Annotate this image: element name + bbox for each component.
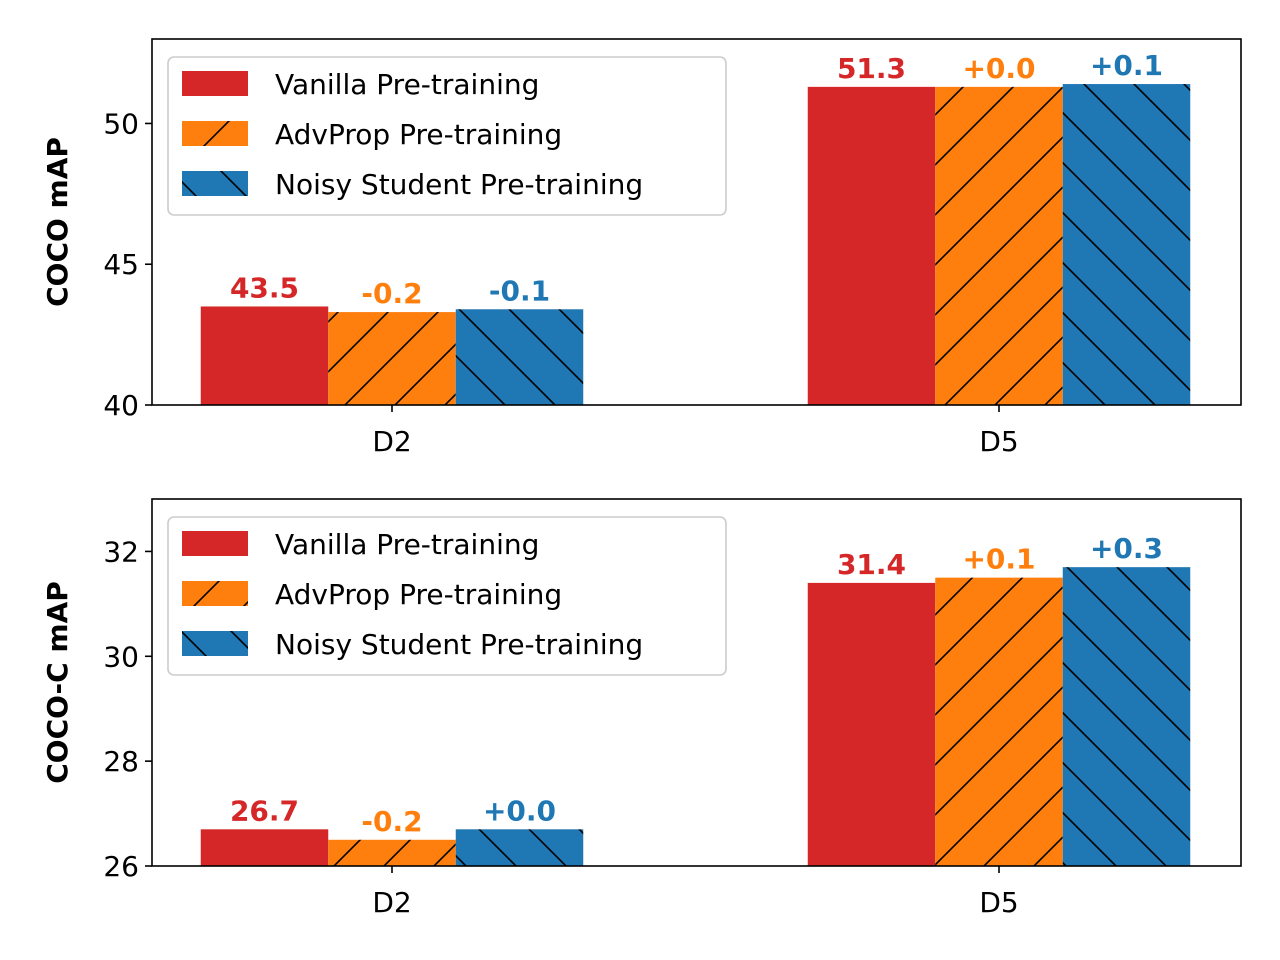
- legend-swatch: [182, 631, 248, 656]
- x-tick-label: D5: [979, 886, 1018, 919]
- bar-value-label: 31.4: [837, 548, 906, 581]
- bar-value-label: -0.2: [361, 805, 422, 838]
- bar-value-label: +0.1: [962, 543, 1035, 576]
- coco-c-map-chart: 26.7 31.4 -0.2 +0.1 +0.0 +0.3 26 28 30 32 D2 D5 COCO…: [41, 498, 1242, 919]
- bar-value-label: 51.3: [837, 52, 906, 85]
- bar-value-label: +0.3: [1090, 532, 1163, 565]
- bar-value-label: 43.5: [230, 271, 299, 304]
- x-tick-label: D2: [372, 425, 411, 458]
- legend-entry-label: Noisy Student Pre-training: [275, 628, 643, 661]
- y-tick-label: 26: [103, 850, 139, 883]
- bar-d2-series-1: [328, 839, 456, 866]
- y-axis-label: COCO mAP: [41, 137, 74, 307]
- bar-d2-series-2: [455, 829, 584, 866]
- bar-d5-series-1: [935, 86, 1063, 405]
- legend-entry-label: AdvProp Pre-training: [275, 118, 562, 151]
- y-tick-label: 50: [103, 107, 139, 140]
- bar-d5-series-1: [935, 577, 1063, 866]
- bar-value-label: +0.0: [962, 52, 1035, 85]
- bar-d5-series-2: [1062, 84, 1191, 406]
- bar-d2-series-0: [200, 306, 329, 405]
- y-tick-label: 32: [103, 535, 139, 568]
- legend-swatch: [182, 121, 248, 146]
- legend-entry-label: Noisy Student Pre-training: [275, 168, 643, 201]
- bar-d5-series-0: [807, 582, 936, 866]
- legend-entry-label: AdvProp Pre-training: [275, 578, 562, 611]
- y-axis-label: COCO-C mAP: [41, 581, 74, 784]
- legend-entry-label: Vanilla Pre-training: [275, 528, 539, 561]
- y-tick-label: 40: [103, 389, 139, 422]
- bar-value-label: -0.2: [361, 277, 422, 310]
- x-tick-label: D2: [372, 886, 411, 919]
- bar-value-label: +0.1: [1090, 49, 1163, 82]
- bar-value-label: -0.1: [489, 274, 550, 307]
- bar-d2-series-0: [200, 829, 329, 866]
- legend-swatch: [182, 531, 248, 556]
- legend: [167, 56, 727, 216]
- legend-swatch: [182, 171, 248, 196]
- x-tick-label: D5: [979, 425, 1018, 458]
- bar-d5-series-0: [807, 86, 936, 405]
- plot-frame: [151, 498, 1242, 867]
- bar-d5-series-2: [1062, 567, 1191, 866]
- y-tick-label: 28: [103, 745, 139, 778]
- plot-frame: [151, 38, 1242, 406]
- bar-d2-series-1: [328, 312, 456, 405]
- y-tick-label: 30: [103, 640, 139, 673]
- bar-d2-series-2: [455, 309, 584, 405]
- legend-swatch: [182, 71, 248, 96]
- legend-swatch: [182, 581, 248, 606]
- y-tick-label: 45: [103, 248, 139, 281]
- legend-entry-label: Vanilla Pre-training: [275, 68, 539, 101]
- legend: [167, 516, 727, 676]
- bar-value-label: 26.7: [230, 794, 299, 827]
- coco-map-chart: 43.5 51.3 -0.2 +0.0 -0.1 +0.1 40 45 50 D2 D5 COCO m…: [41, 38, 1242, 458]
- bar-value-label: +0.0: [483, 794, 556, 827]
